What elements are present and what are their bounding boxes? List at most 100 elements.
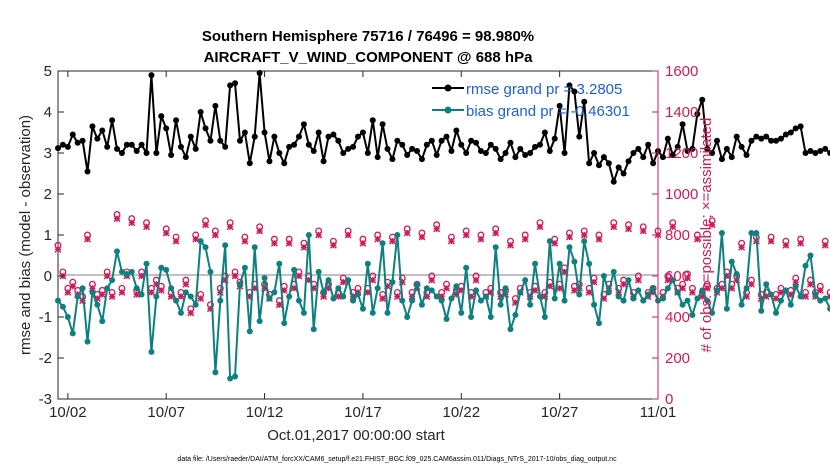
- obs-assimilated-marker: [93, 295, 101, 303]
- obs-assimilated-marker: [113, 215, 121, 223]
- rmse-point: [448, 147, 455, 154]
- bias-point: [197, 238, 204, 245]
- rmse-point: [758, 135, 765, 142]
- rmse-point: [197, 109, 204, 115]
- obs-assimilated-marker: [610, 223, 618, 231]
- bias-point: [458, 309, 465, 316]
- obs-assimilated-marker: [403, 229, 411, 237]
- rmse-point: [295, 133, 302, 140]
- bias-point: [128, 268, 135, 275]
- rmse-point: [379, 121, 386, 128]
- bias-point: [807, 252, 814, 259]
- bias-point: [664, 285, 671, 292]
- y-right-tick-label: 1400: [665, 104, 698, 121]
- obs-assimilated-marker: [728, 284, 736, 292]
- rmse-point: [192, 145, 199, 152]
- rmse-point: [217, 137, 224, 144]
- rmse-point: [109, 117, 116, 124]
- bias-point: [295, 297, 302, 304]
- rmse-point: [787, 129, 794, 136]
- obs-assimilated-marker: [570, 286, 578, 294]
- bias-point: [674, 289, 681, 296]
- obs-assimilated-marker: [688, 288, 696, 296]
- rmse-point: [320, 158, 327, 165]
- bias-point: [59, 303, 66, 310]
- rmse-point: [743, 152, 750, 159]
- obs-assimilated-marker: [561, 268, 569, 276]
- bias-point: [650, 285, 657, 292]
- bias-point: [482, 293, 489, 300]
- obs-assimilated-marker: [329, 241, 337, 249]
- rmse-point: [561, 150, 568, 156]
- obs-assimilated-marker: [172, 237, 180, 245]
- y-left-tick-label: -2: [39, 350, 52, 367]
- rmse-point: [723, 145, 730, 152]
- bias-point: [335, 285, 342, 292]
- bias-point: [414, 281, 421, 288]
- obs-assimilated-marker: [384, 282, 392, 290]
- bias-point: [305, 232, 312, 238]
- bias-point: [364, 260, 371, 267]
- obs-assimilated-marker: [379, 295, 387, 303]
- bias-point: [610, 268, 617, 275]
- obs-assimilated-marker: [231, 272, 239, 280]
- rmse-point: [291, 141, 298, 148]
- rmse-point: [536, 141, 543, 148]
- rmse-point: [236, 137, 243, 144]
- bias-point: [551, 295, 558, 302]
- rmse-point: [458, 141, 465, 148]
- rmse-point: [591, 150, 598, 156]
- bias-point: [473, 287, 480, 294]
- bias-point: [728, 258, 735, 265]
- bias-point: [227, 375, 234, 382]
- rmse-point: [527, 150, 534, 156]
- rmse-point: [477, 147, 484, 154]
- x-tick-label: 10/22: [443, 404, 481, 421]
- rmse-point: [153, 150, 160, 156]
- legend: rmse grand pr = 3.2805 bias grand pr = -…: [432, 81, 630, 120]
- bias-point: [409, 297, 416, 304]
- bias-point: [123, 270, 130, 277]
- obs-assimilated-marker: [452, 290, 460, 298]
- rmse-point: [404, 152, 411, 159]
- obs-assimilated-marker: [143, 223, 151, 231]
- rmse-point: [168, 152, 175, 159]
- y-right-tick-label: 1000: [665, 186, 698, 203]
- bias-point: [369, 309, 376, 316]
- rmse-point: [281, 160, 288, 167]
- obs-assimilated-marker: [221, 276, 229, 284]
- obs-assimilated-marker: [182, 280, 190, 288]
- rmse-point: [684, 147, 691, 154]
- obs-assimilated-marker: [743, 293, 751, 300]
- obs-assimilated-marker: [187, 309, 195, 317]
- bias-point: [576, 291, 583, 298]
- y-left-tick-label: 1: [44, 227, 52, 244]
- bias-point: [463, 264, 470, 271]
- obs-assimilated-marker: [256, 227, 264, 235]
- obs-assimilated-marker: [206, 305, 214, 313]
- bias-point: [615, 293, 622, 300]
- bias-point: [787, 301, 794, 308]
- obs-assimilated-marker: [541, 293, 549, 300]
- obs-assimilated-marker: [556, 284, 564, 292]
- rmse-point: [232, 80, 239, 87]
- obs-assimilated-marker: [315, 231, 323, 239]
- rmse-point: [305, 141, 312, 148]
- bias-point: [310, 326, 317, 333]
- rmse-point: [409, 145, 416, 152]
- y-left-tick-label: 2: [44, 186, 52, 203]
- obs-assimilated-marker: [816, 286, 824, 294]
- bias-point: [404, 314, 411, 320]
- bias-point: [714, 287, 721, 294]
- rmse-point: [438, 137, 445, 144]
- rmse-point: [271, 133, 278, 140]
- obs-assimilated-marker: [152, 280, 160, 288]
- bias-point: [177, 309, 184, 316]
- obs-assimilated-marker: [320, 293, 328, 300]
- rmse-point: [163, 125, 170, 132]
- rmse-point: [728, 154, 735, 161]
- rmse-point: [399, 141, 406, 148]
- obs-assimilated-marker: [487, 288, 495, 296]
- obs-assimilated-marker: [226, 223, 234, 231]
